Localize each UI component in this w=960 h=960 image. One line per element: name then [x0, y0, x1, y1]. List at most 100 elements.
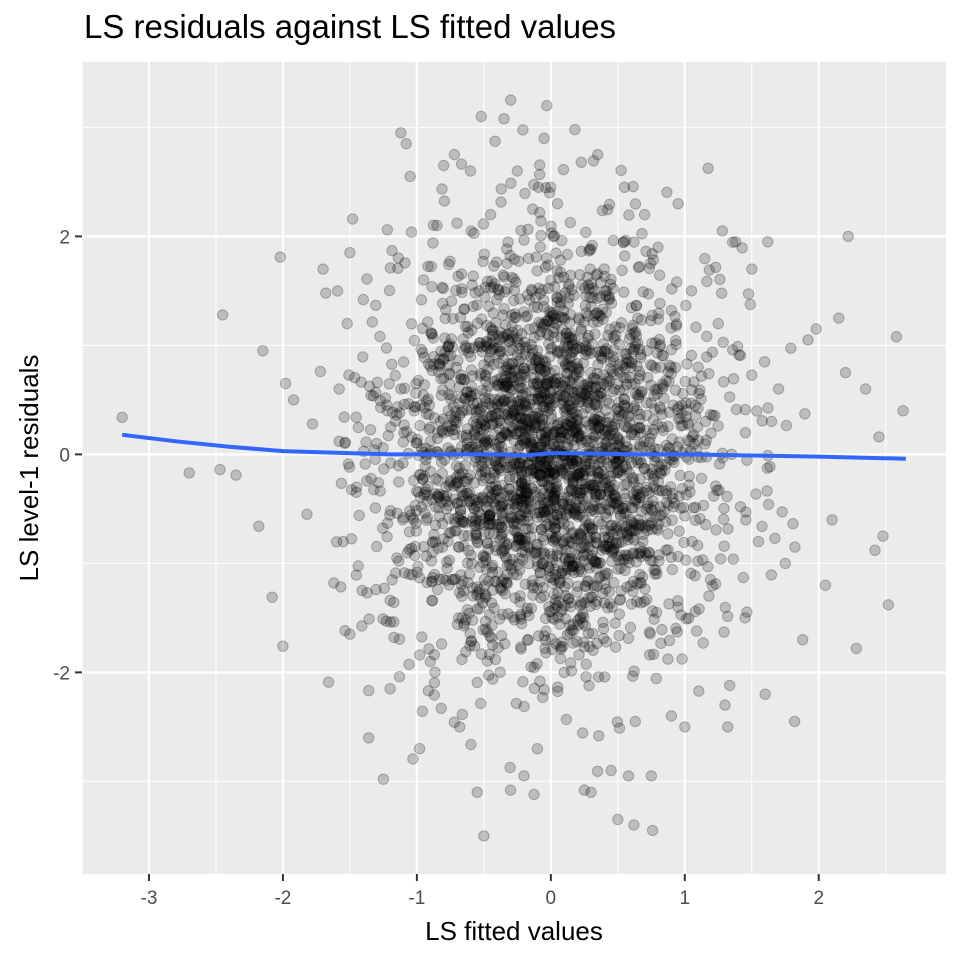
data-point [553, 272, 565, 284]
data-point [573, 314, 585, 326]
data-point [689, 570, 701, 582]
data-point [366, 316, 378, 328]
data-point [546, 553, 559, 566]
data-point [582, 627, 595, 639]
data-point [630, 519, 642, 531]
data-point [422, 260, 434, 273]
data-point [451, 416, 463, 429]
data-point [381, 531, 393, 543]
data-point [431, 219, 443, 232]
data-point [494, 392, 507, 404]
data-point [543, 305, 555, 317]
data-point [455, 373, 467, 386]
data-point [453, 462, 465, 474]
data-point [762, 498, 775, 511]
data-point [433, 573, 445, 585]
data-point [548, 331, 560, 344]
data-point [640, 397, 653, 409]
data-point [515, 641, 527, 653]
data-point [618, 507, 630, 520]
data-point [370, 386, 382, 399]
data-point [564, 317, 576, 329]
data-point [560, 409, 572, 421]
data-point [496, 514, 509, 527]
data-point [649, 362, 661, 374]
data-point [609, 421, 621, 433]
data-point [646, 505, 659, 517]
data-point [528, 682, 541, 695]
data-point [442, 535, 454, 548]
data-point [516, 419, 529, 431]
data-point [537, 494, 549, 506]
data-point [314, 365, 327, 378]
data-point [530, 251, 542, 263]
data-point [513, 398, 525, 410]
data-point [624, 621, 637, 634]
data-point [560, 713, 573, 726]
data-point [656, 349, 668, 362]
data-point [701, 275, 713, 288]
data-point [594, 350, 607, 362]
data-point [589, 422, 601, 435]
data-point [712, 420, 724, 432]
data-point [685, 285, 698, 297]
data-point [559, 287, 571, 299]
data-point [524, 496, 537, 508]
data-point [623, 557, 635, 569]
data-point [436, 183, 448, 195]
data-point [322, 676, 335, 688]
data-point [531, 582, 544, 595]
data-point [515, 487, 527, 499]
data-point [588, 391, 601, 404]
data-point [648, 481, 660, 493]
data-point [515, 376, 527, 388]
data-point [452, 270, 464, 282]
data-point [713, 484, 725, 496]
data-point [436, 467, 448, 480]
data-point [545, 220, 557, 233]
data-point [647, 648, 660, 660]
data-point [534, 206, 546, 219]
data-point [476, 465, 488, 478]
data-point [666, 514, 678, 526]
data-point [456, 708, 468, 721]
data-point [337, 535, 349, 548]
data-point [428, 358, 440, 370]
data-point [578, 784, 590, 796]
data-point [425, 260, 437, 273]
data-point [567, 476, 579, 488]
data-point [613, 384, 626, 396]
data-point [535, 318, 547, 330]
data-point [580, 402, 593, 414]
data-point [488, 358, 500, 371]
data-point [590, 307, 602, 320]
data-point [620, 441, 633, 453]
data-point [648, 390, 660, 402]
data-point [525, 339, 537, 351]
data-point [833, 312, 845, 324]
data-point [662, 653, 674, 665]
data-point [622, 550, 634, 562]
data-point [522, 252, 535, 265]
data-point [368, 484, 380, 496]
data-point [429, 666, 441, 678]
data-point [487, 418, 499, 430]
data-point [472, 460, 485, 473]
data-point [839, 366, 852, 379]
data-point [751, 405, 763, 417]
data-point [724, 391, 736, 403]
data-point [619, 250, 631, 262]
data-point [613, 722, 626, 734]
data-point [514, 293, 526, 305]
data-point [413, 572, 426, 584]
data-point [514, 382, 527, 394]
data-point [606, 547, 618, 559]
data-point [585, 464, 597, 476]
data-point [519, 578, 531, 590]
data-point [483, 485, 495, 498]
data-point [587, 155, 600, 167]
data-point [680, 299, 692, 312]
data-point [512, 443, 524, 455]
data-point [685, 567, 697, 580]
data-point [497, 573, 509, 586]
